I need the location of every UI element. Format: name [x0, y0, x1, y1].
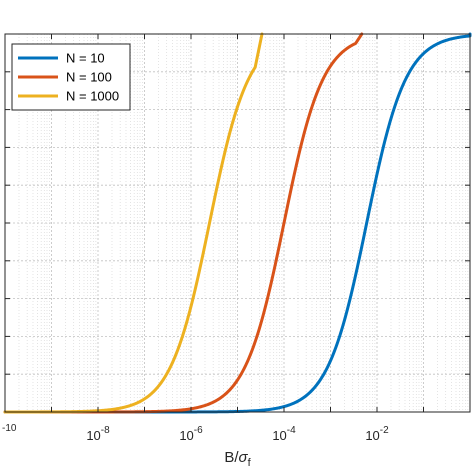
x-tick-label-base: 10 — [179, 428, 193, 443]
x-tick-label-base: 10 — [86, 428, 100, 443]
x-tick-label-exp: -10 — [2, 423, 17, 434]
x-tick-label: 10-6 — [179, 425, 203, 443]
x-tick-label-base: 10 — [365, 428, 379, 443]
x-tick-label-exp: -4 — [287, 425, 296, 436]
x-axis-label-main: B/ — [224, 449, 239, 466]
x-tick-label-exp: -8 — [101, 425, 110, 436]
x-tick-label-base: 10 — [272, 428, 286, 443]
x-tick-label-exp: -2 — [380, 425, 389, 436]
axes-box — [4, 33, 471, 413]
legend-box — [11, 43, 131, 111]
x-tick-label: -10 — [2, 423, 17, 434]
legend-label-1: N = 10 — [66, 51, 105, 66]
x-tick-label: 10-4 — [272, 425, 296, 443]
legend-label-3: N = 1000 — [66, 89, 119, 104]
x-tick-label: 10-8 — [86, 425, 110, 443]
legend: N = 10 N = 100 N = 1000 — [11, 43, 131, 111]
x-tick-label-exp: -6 — [194, 425, 203, 436]
x-axis-label-sub: f — [248, 457, 252, 469]
legend-label-2: N = 100 — [66, 70, 112, 85]
x-axis-label: B/σf — [224, 449, 251, 469]
x-tick-labels: -10 10-8 10-6 10-4 10-2 — [2, 423, 389, 443]
x-tick-label: 10-2 — [365, 425, 389, 443]
x-axis-label-sigma: σ — [239, 449, 249, 466]
